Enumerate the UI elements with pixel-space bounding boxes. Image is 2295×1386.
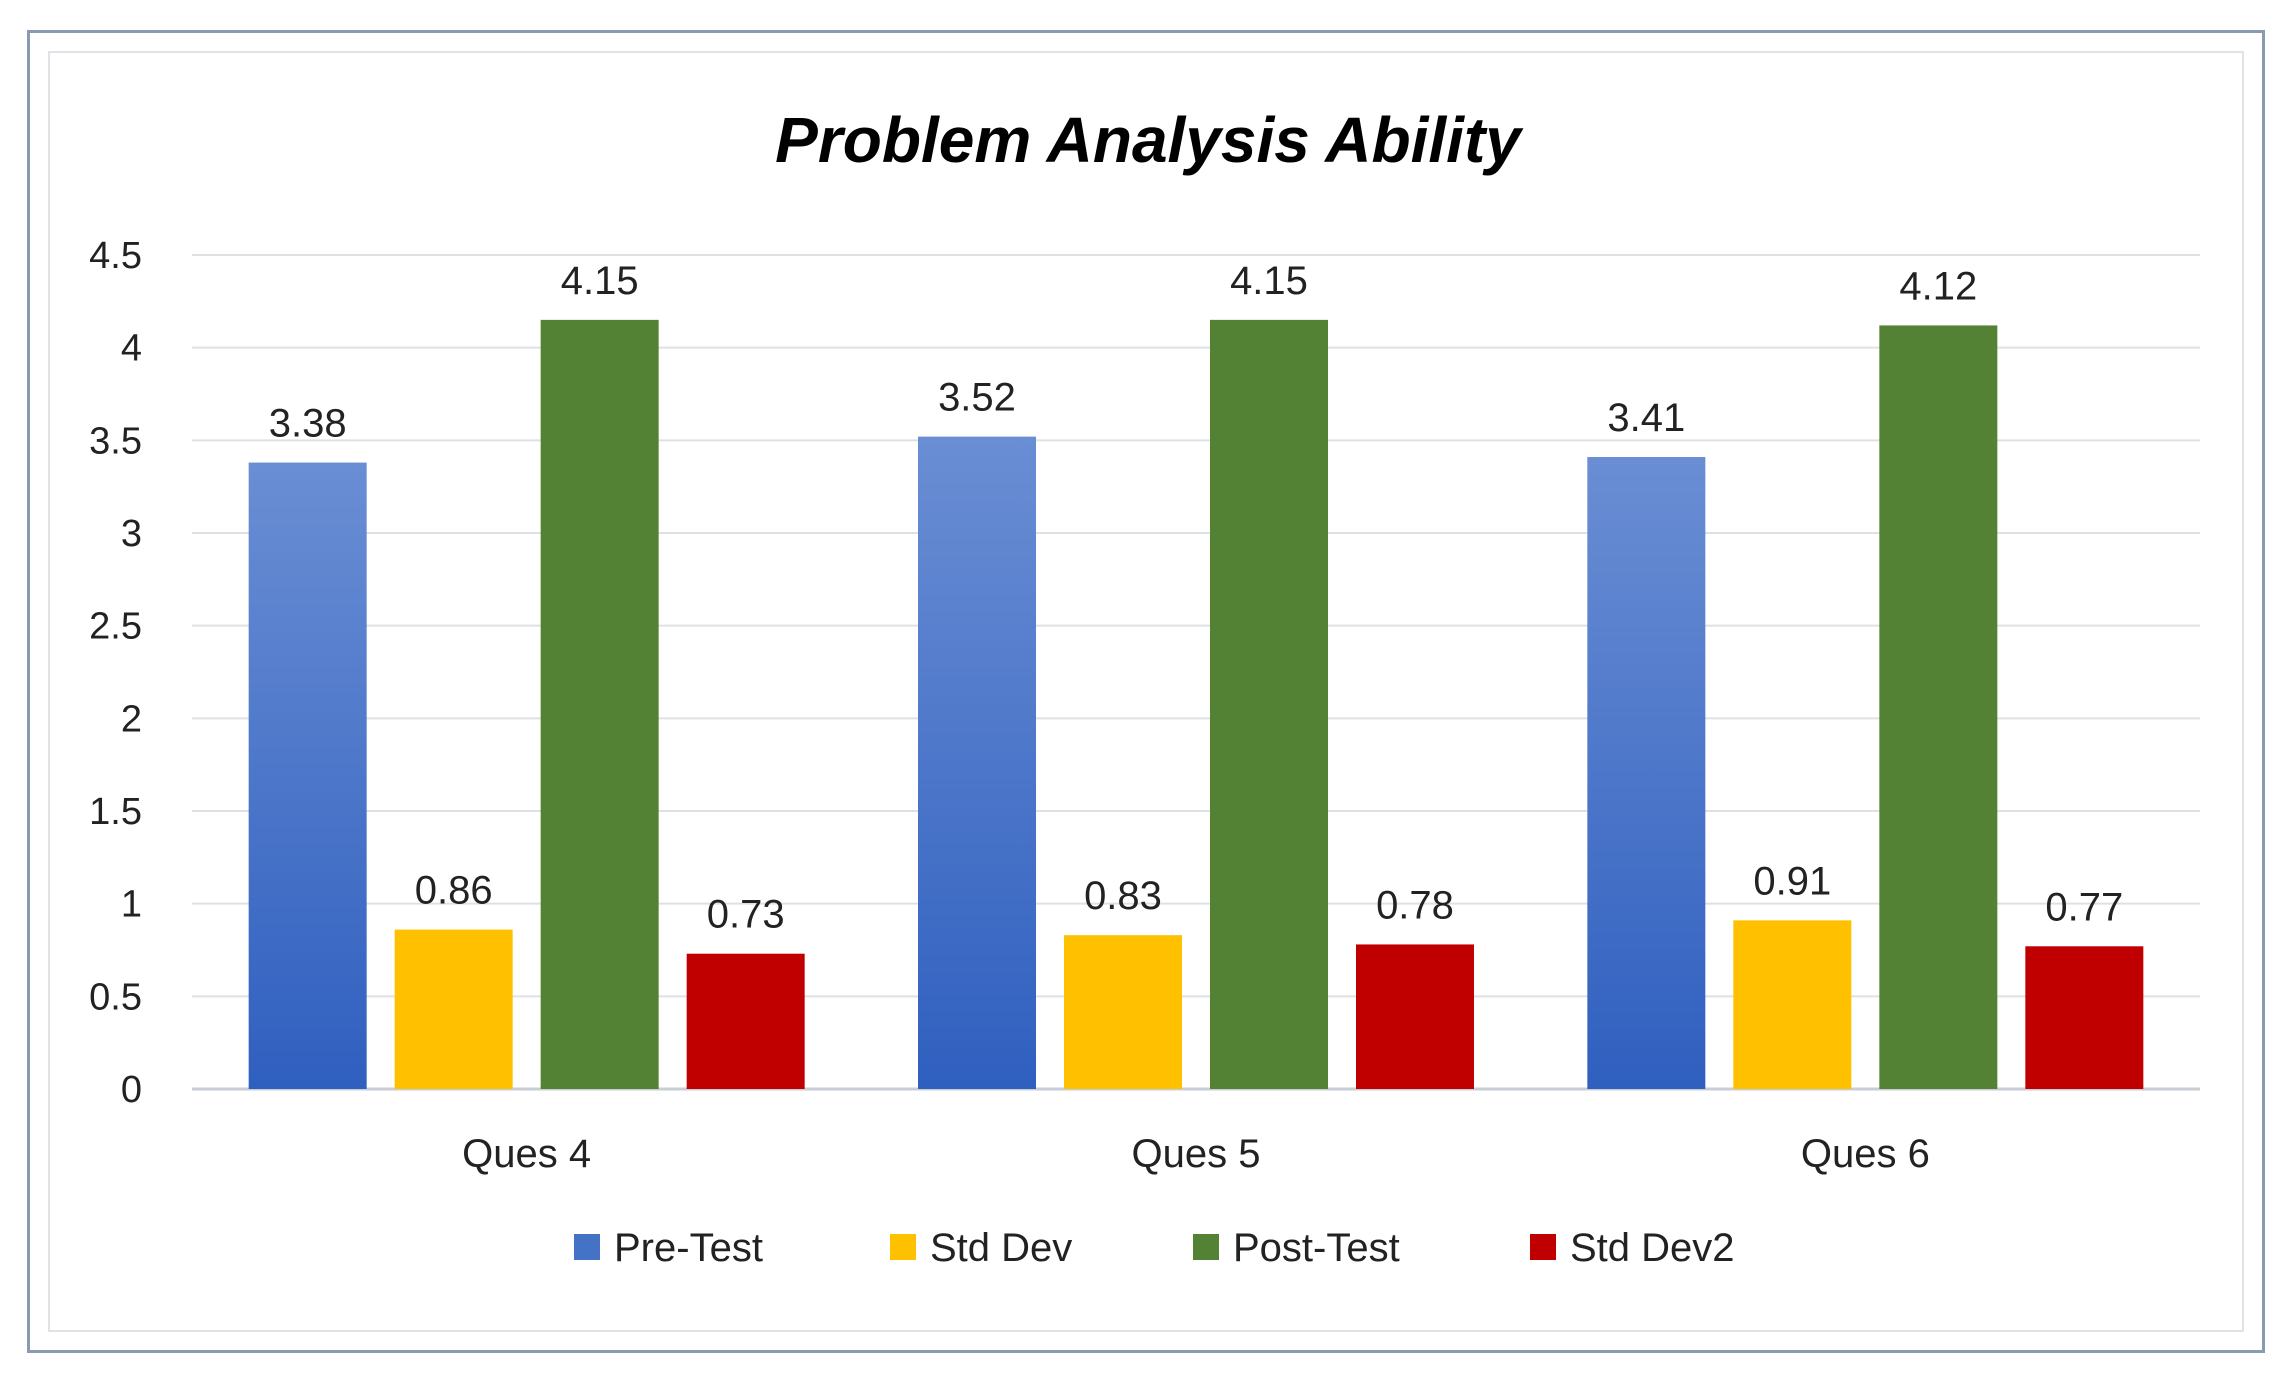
y-tick-label: 1.5 xyxy=(89,791,142,833)
data-labels: 3.38 0.86 4.15 0.73 3.52 0.83 4.15 0.78 3.41 0.91… xyxy=(269,259,2124,937)
legend: Pre-Test Std Dev Post-Test Std Dev2 xyxy=(574,1226,1735,1270)
legend-item-pre-test: Pre-Test xyxy=(574,1226,763,1270)
legend-swatch xyxy=(1530,1234,1556,1260)
data-label: 0.83 xyxy=(1084,874,1162,918)
bar-std-dev-ques-5 xyxy=(1064,935,1182,1089)
bar-std-dev2-ques-5 xyxy=(1356,944,1474,1089)
data-label: 3.38 xyxy=(269,402,347,446)
bar-std-dev2-ques-4 xyxy=(686,953,805,1089)
data-label: 0.78 xyxy=(1376,883,1454,927)
bar-post-test-ques-5 xyxy=(1210,319,1328,1089)
data-label: 0.86 xyxy=(415,869,493,913)
legend-item-post-test: Post-Test xyxy=(1193,1226,1400,1270)
gridlines xyxy=(192,254,2200,1091)
legend-item-std-dev2: Std Dev2 xyxy=(1530,1226,1735,1270)
legend-label: Pre-Test xyxy=(614,1226,763,1270)
bar-std-dev-ques-6 xyxy=(1733,920,1852,1089)
bar-pre-test-ques-4 xyxy=(248,462,367,1089)
legend-label: Std Dev xyxy=(930,1226,1072,1270)
y-tick-label: 2 xyxy=(121,698,142,740)
data-label: 3.52 xyxy=(938,376,1016,420)
data-label: 4.12 xyxy=(1899,264,1977,308)
data-label: 4.15 xyxy=(561,259,639,303)
data-label: 0.91 xyxy=(1753,859,1831,903)
x-category-label: Ques 6 xyxy=(1801,1132,1930,1176)
bar-post-test-ques-6 xyxy=(1879,325,1998,1090)
y-tick-label: 1 xyxy=(121,884,142,926)
bar-std-dev-ques-4 xyxy=(394,929,513,1089)
chart-title: Problem Analysis Ability xyxy=(775,104,1524,176)
data-label: 4.15 xyxy=(1230,259,1308,303)
legend-swatch xyxy=(574,1234,600,1260)
y-tick-label: 2.5 xyxy=(89,606,142,648)
legend-label: Post-Test xyxy=(1233,1226,1400,1270)
y-tick-label: 0.5 xyxy=(89,976,142,1018)
legend-label: Std Dev2 xyxy=(1570,1226,1735,1270)
x-category-label: Ques 4 xyxy=(462,1132,591,1176)
data-label: 0.77 xyxy=(2045,885,2123,929)
y-tick-label: 4.5 xyxy=(89,235,142,277)
y-tick-label: 3.5 xyxy=(89,420,142,462)
y-tick-label: 4 xyxy=(121,328,142,370)
x-axis-categories: Ques 4 Ques 5 Ques 6 xyxy=(462,1132,1930,1176)
bar-pre-test-ques-6 xyxy=(1587,457,1706,1090)
legend-swatch xyxy=(1193,1234,1219,1260)
data-label: 0.73 xyxy=(707,893,785,937)
y-tick-label: 0 xyxy=(121,1069,142,1111)
y-axis-ticks: 0 0.5 1 1.5 2 2.5 3 3.5 4 4.5 xyxy=(89,235,142,1111)
bar-pre-test-ques-5 xyxy=(918,436,1036,1089)
x-category-label: Ques 5 xyxy=(1132,1132,1261,1176)
chart-inner-frame xyxy=(48,51,2244,1332)
legend-item-std-dev: Std Dev xyxy=(890,1226,1072,1270)
data-label: 3.41 xyxy=(1607,396,1685,440)
bars xyxy=(248,319,2144,1090)
legend-swatch xyxy=(890,1234,916,1260)
y-tick-label: 3 xyxy=(121,513,142,555)
bar-post-test-ques-4 xyxy=(540,319,659,1089)
bar-std-dev2-ques-6 xyxy=(2025,946,2144,1089)
